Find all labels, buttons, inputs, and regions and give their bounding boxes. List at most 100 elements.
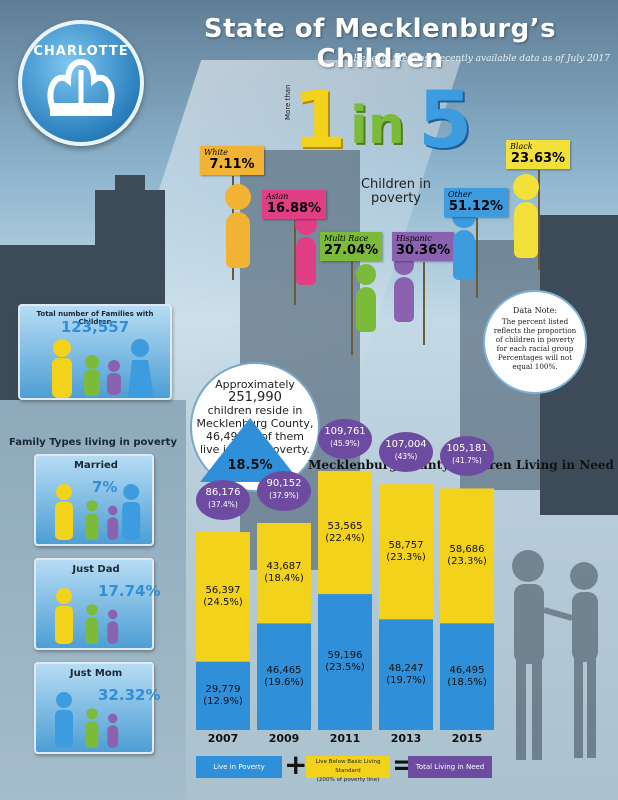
family-type-label: Just Dad bbox=[72, 564, 120, 575]
family-type-icon bbox=[55, 484, 141, 540]
family-type-label: Just Mom bbox=[69, 668, 123, 679]
legend-poverty: Live in Poverty bbox=[196, 756, 282, 778]
five-digit: 5 bbox=[418, 76, 473, 166]
poverty-label: 46,465 (19.6%) bbox=[257, 665, 311, 689]
family-types-title: Family Types living in poverty bbox=[9, 437, 177, 448]
total-bubble-pct: (41.7%) bbox=[452, 456, 482, 466]
sign-stick bbox=[476, 218, 478, 298]
total-bubble: 109,761 (45.9%) bbox=[318, 419, 372, 460]
total-bubble: 86,176 (37.4%) bbox=[196, 480, 250, 521]
person-body bbox=[453, 230, 475, 281]
total-bubble-value: 105,181 bbox=[446, 443, 488, 455]
charlotte-logo: CHARLOTTE bbox=[18, 20, 144, 146]
person-head bbox=[513, 174, 539, 200]
below-label-pct: (22.4%) bbox=[325, 532, 365, 544]
poverty-label-pct: (19.6%) bbox=[264, 676, 304, 688]
below-label: 56,397 (24.5%) bbox=[196, 585, 250, 609]
legend-below-label: Live Below Basic Living Standard bbox=[315, 759, 381, 774]
reside-line3: children reside in bbox=[207, 404, 303, 417]
poverty-label-pct: (18.5%) bbox=[447, 676, 487, 688]
group-sign-value: 16.88% bbox=[266, 201, 322, 216]
group-sign: Hispanic 30.36% bbox=[392, 232, 454, 261]
person-head bbox=[355, 264, 377, 285]
building-left-spire bbox=[115, 175, 145, 195]
below-label-value: 56,397 bbox=[205, 584, 241, 596]
poverty-label: 29,779 (12.9%) bbox=[196, 684, 250, 708]
total-families-box: Total number of Families with Children 1… bbox=[18, 304, 172, 400]
family-type-box: Married 7% bbox=[34, 454, 154, 546]
below-label-value: 58,757 bbox=[388, 539, 424, 551]
below-label-value: 43,687 bbox=[266, 561, 302, 573]
page-subtitle: Reflects the most recently available dat… bbox=[353, 54, 610, 64]
family-type-icon bbox=[55, 588, 119, 644]
in-word: in bbox=[350, 96, 405, 156]
below-label-pct: (23.3%) bbox=[386, 551, 426, 563]
legend-total: Total Living in Need bbox=[408, 756, 492, 778]
poverty-label-pct: (12.9%) bbox=[203, 695, 243, 707]
total-bubble-pct: (45.9%) bbox=[330, 439, 360, 449]
family-type-box: Just Dad 17.74% bbox=[34, 558, 160, 650]
below-label-pct: (23.3%) bbox=[447, 555, 487, 567]
total-families-label: Total number of Families with Children bbox=[36, 310, 154, 326]
group-sign: Black 23.63% bbox=[506, 140, 570, 169]
group-sign: Multi Race 27.04% bbox=[320, 232, 382, 261]
reside-line1: Approximately bbox=[215, 378, 295, 391]
below-label-pct: (18.4%) bbox=[264, 573, 304, 585]
total-bubble: 90,152 (37.9%) bbox=[257, 470, 311, 511]
poverty-label-value: 46,465 bbox=[266, 664, 302, 676]
sign-stick bbox=[351, 262, 353, 355]
total-bubble-pct: (37.4%) bbox=[208, 500, 238, 510]
group-sign-value: 51.12% bbox=[448, 199, 504, 214]
poverty-label-value: 46,495 bbox=[449, 664, 485, 676]
family-icon bbox=[52, 339, 154, 398]
year-label: 2009 bbox=[268, 732, 300, 745]
group-sign-label: Other bbox=[448, 190, 472, 199]
poverty-label-value: 48,247 bbox=[388, 662, 424, 674]
poverty-label: 46,495 (18.5%) bbox=[440, 665, 494, 689]
family-type-value: 7% bbox=[92, 478, 118, 496]
page-title: State of Mecklenburg’s Children bbox=[203, 14, 557, 74]
family-type-value: 32.32% bbox=[98, 686, 161, 704]
data-note-title: Data Note: bbox=[512, 306, 558, 315]
year-label: 2011 bbox=[329, 732, 361, 745]
person-body bbox=[356, 287, 376, 332]
group-sign-value: 7.11% bbox=[209, 157, 255, 172]
logo-text: CHARLOTTE bbox=[33, 44, 129, 59]
legend-below-sub: (200% of poverty line) bbox=[316, 777, 380, 783]
total-families-value: 123,557 bbox=[60, 318, 130, 336]
group-sign-value: 23.63% bbox=[510, 151, 566, 166]
group-sign: White 7.11% bbox=[200, 146, 264, 175]
total-bubble-value: 90,152 bbox=[266, 477, 302, 489]
family-type-label: Married bbox=[74, 460, 118, 471]
person-body bbox=[394, 277, 414, 322]
below-label-value: 53,565 bbox=[327, 520, 363, 532]
poverty-label: 59,196 (23.5%) bbox=[318, 650, 372, 674]
data-note: Data Note: The percent listed reflects t… bbox=[483, 290, 587, 394]
below-label: 43,687 (18.4%) bbox=[257, 561, 311, 585]
year-label: 2007 bbox=[207, 732, 239, 745]
reside-line2: 251,990 bbox=[228, 390, 282, 405]
below-label: 58,686 (23.3%) bbox=[440, 544, 494, 568]
family-type-icon bbox=[55, 692, 119, 748]
group-sign-label: Black bbox=[510, 142, 533, 151]
person-body bbox=[295, 237, 317, 285]
poverty-label-pct: (23.5%) bbox=[325, 662, 365, 674]
total-bubble-pct: (43%) bbox=[394, 452, 418, 462]
below-label: 58,757 (23.3%) bbox=[379, 540, 433, 564]
total-bubble: 107,004 (43%) bbox=[379, 432, 433, 473]
below-label-pct: (24.5%) bbox=[203, 596, 243, 608]
year-label: 2013 bbox=[390, 732, 422, 745]
sign-stick bbox=[294, 220, 296, 305]
total-bubble: 105,181 (41.7%) bbox=[440, 436, 494, 477]
one-digit: 1 bbox=[292, 76, 347, 166]
total-bubble-value: 109,761 bbox=[324, 426, 366, 438]
person-body bbox=[226, 212, 250, 268]
group-sign-value: 30.36% bbox=[396, 243, 451, 258]
group-sign-value: 27.04% bbox=[324, 243, 379, 258]
poverty-label-pct: (19.7%) bbox=[386, 674, 426, 686]
total-bubble-value: 107,004 bbox=[385, 439, 427, 451]
family-type-box: Just Mom 32.32% bbox=[34, 662, 160, 754]
poverty-label-value: 29,779 bbox=[205, 683, 241, 695]
poverty-label-value: 59,196 bbox=[327, 650, 363, 662]
